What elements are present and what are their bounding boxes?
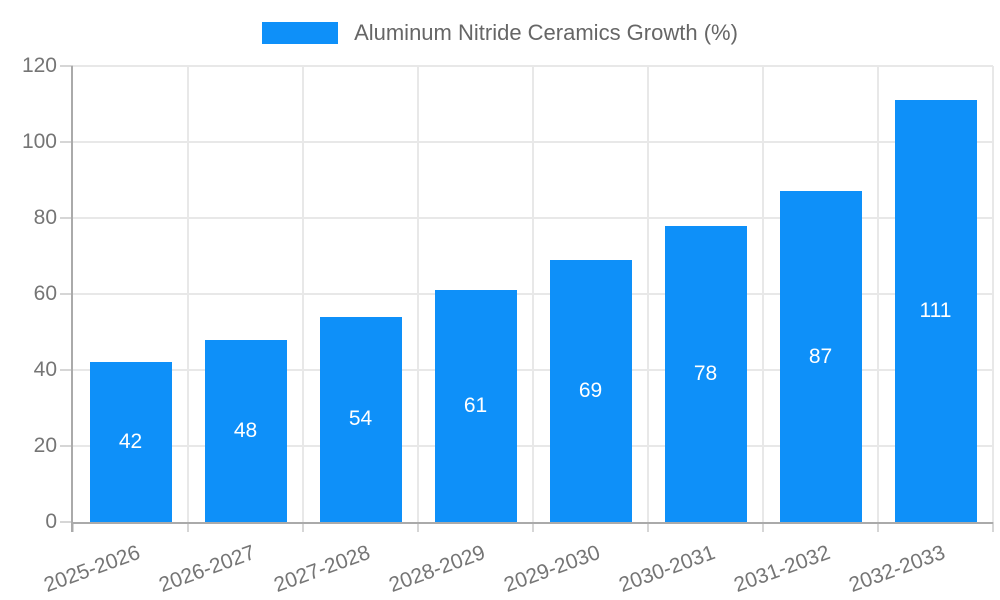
x-axis-tick [762, 522, 764, 532]
y-axis-line [71, 66, 73, 532]
y-tick-label: 20 [33, 434, 57, 457]
y-axis-tick [60, 445, 73, 447]
gridline-vertical [417, 66, 419, 522]
legend-label: Aluminum Nitride Ceramics Growth (%) [354, 20, 738, 45]
y-tick-label: 0 [45, 510, 57, 533]
y-axis-tick [60, 217, 73, 219]
bar[interactable]: 61 [434, 290, 517, 522]
bar-value-label: 111 [919, 299, 952, 323]
legend[interactable]: Aluminum Nitride Ceramics Growth (%) [0, 20, 1000, 46]
bar-value-label: 69 [578, 378, 603, 402]
y-axis-tick [60, 141, 73, 143]
x-axis-tick [187, 522, 189, 532]
y-tick-label: 80 [33, 206, 57, 229]
y-tick-label: 100 [21, 130, 57, 153]
y-axis-tick [60, 65, 73, 67]
gridline-vertical [187, 66, 189, 522]
x-axis-tick [992, 522, 994, 532]
gridline-vertical [302, 66, 304, 522]
x-axis-tick [302, 522, 304, 532]
bar-value-label: 87 [808, 344, 833, 368]
x-axis-tick [532, 522, 534, 532]
bar[interactable]: 111 [894, 100, 977, 522]
bar[interactable]: 42 [89, 362, 172, 522]
gridline-vertical [762, 66, 764, 522]
bar-value-label: 54 [348, 407, 373, 431]
bar[interactable]: 48 [204, 339, 287, 522]
bar[interactable]: 78 [664, 225, 747, 522]
y-axis-tick [60, 293, 73, 295]
x-axis-tick [417, 522, 419, 532]
x-axis-tick [877, 522, 879, 532]
bar[interactable]: 54 [319, 316, 402, 522]
gridline-vertical [877, 66, 879, 522]
y-axis-tick [60, 521, 73, 523]
y-axis-tick [60, 369, 73, 371]
gridline-vertical [532, 66, 534, 522]
x-axis-tick [647, 522, 649, 532]
x-axis-tick [72, 522, 74, 532]
bar[interactable]: 69 [549, 259, 632, 522]
bar-value-label: 78 [693, 361, 718, 385]
y-tick-label: 40 [33, 358, 57, 381]
y-tick-label: 60 [33, 282, 57, 305]
y-tick-label: 120 [21, 54, 57, 77]
bar-value-label: 48 [233, 418, 258, 442]
bar[interactable]: 87 [779, 191, 862, 522]
gridline-vertical [647, 66, 649, 522]
gridline-vertical [992, 66, 994, 522]
legend-swatch[interactable] [262, 22, 339, 44]
x-axis-line [71, 522, 993, 524]
bar-value-label: 61 [463, 394, 488, 418]
bar-value-label: 42 [118, 430, 143, 454]
